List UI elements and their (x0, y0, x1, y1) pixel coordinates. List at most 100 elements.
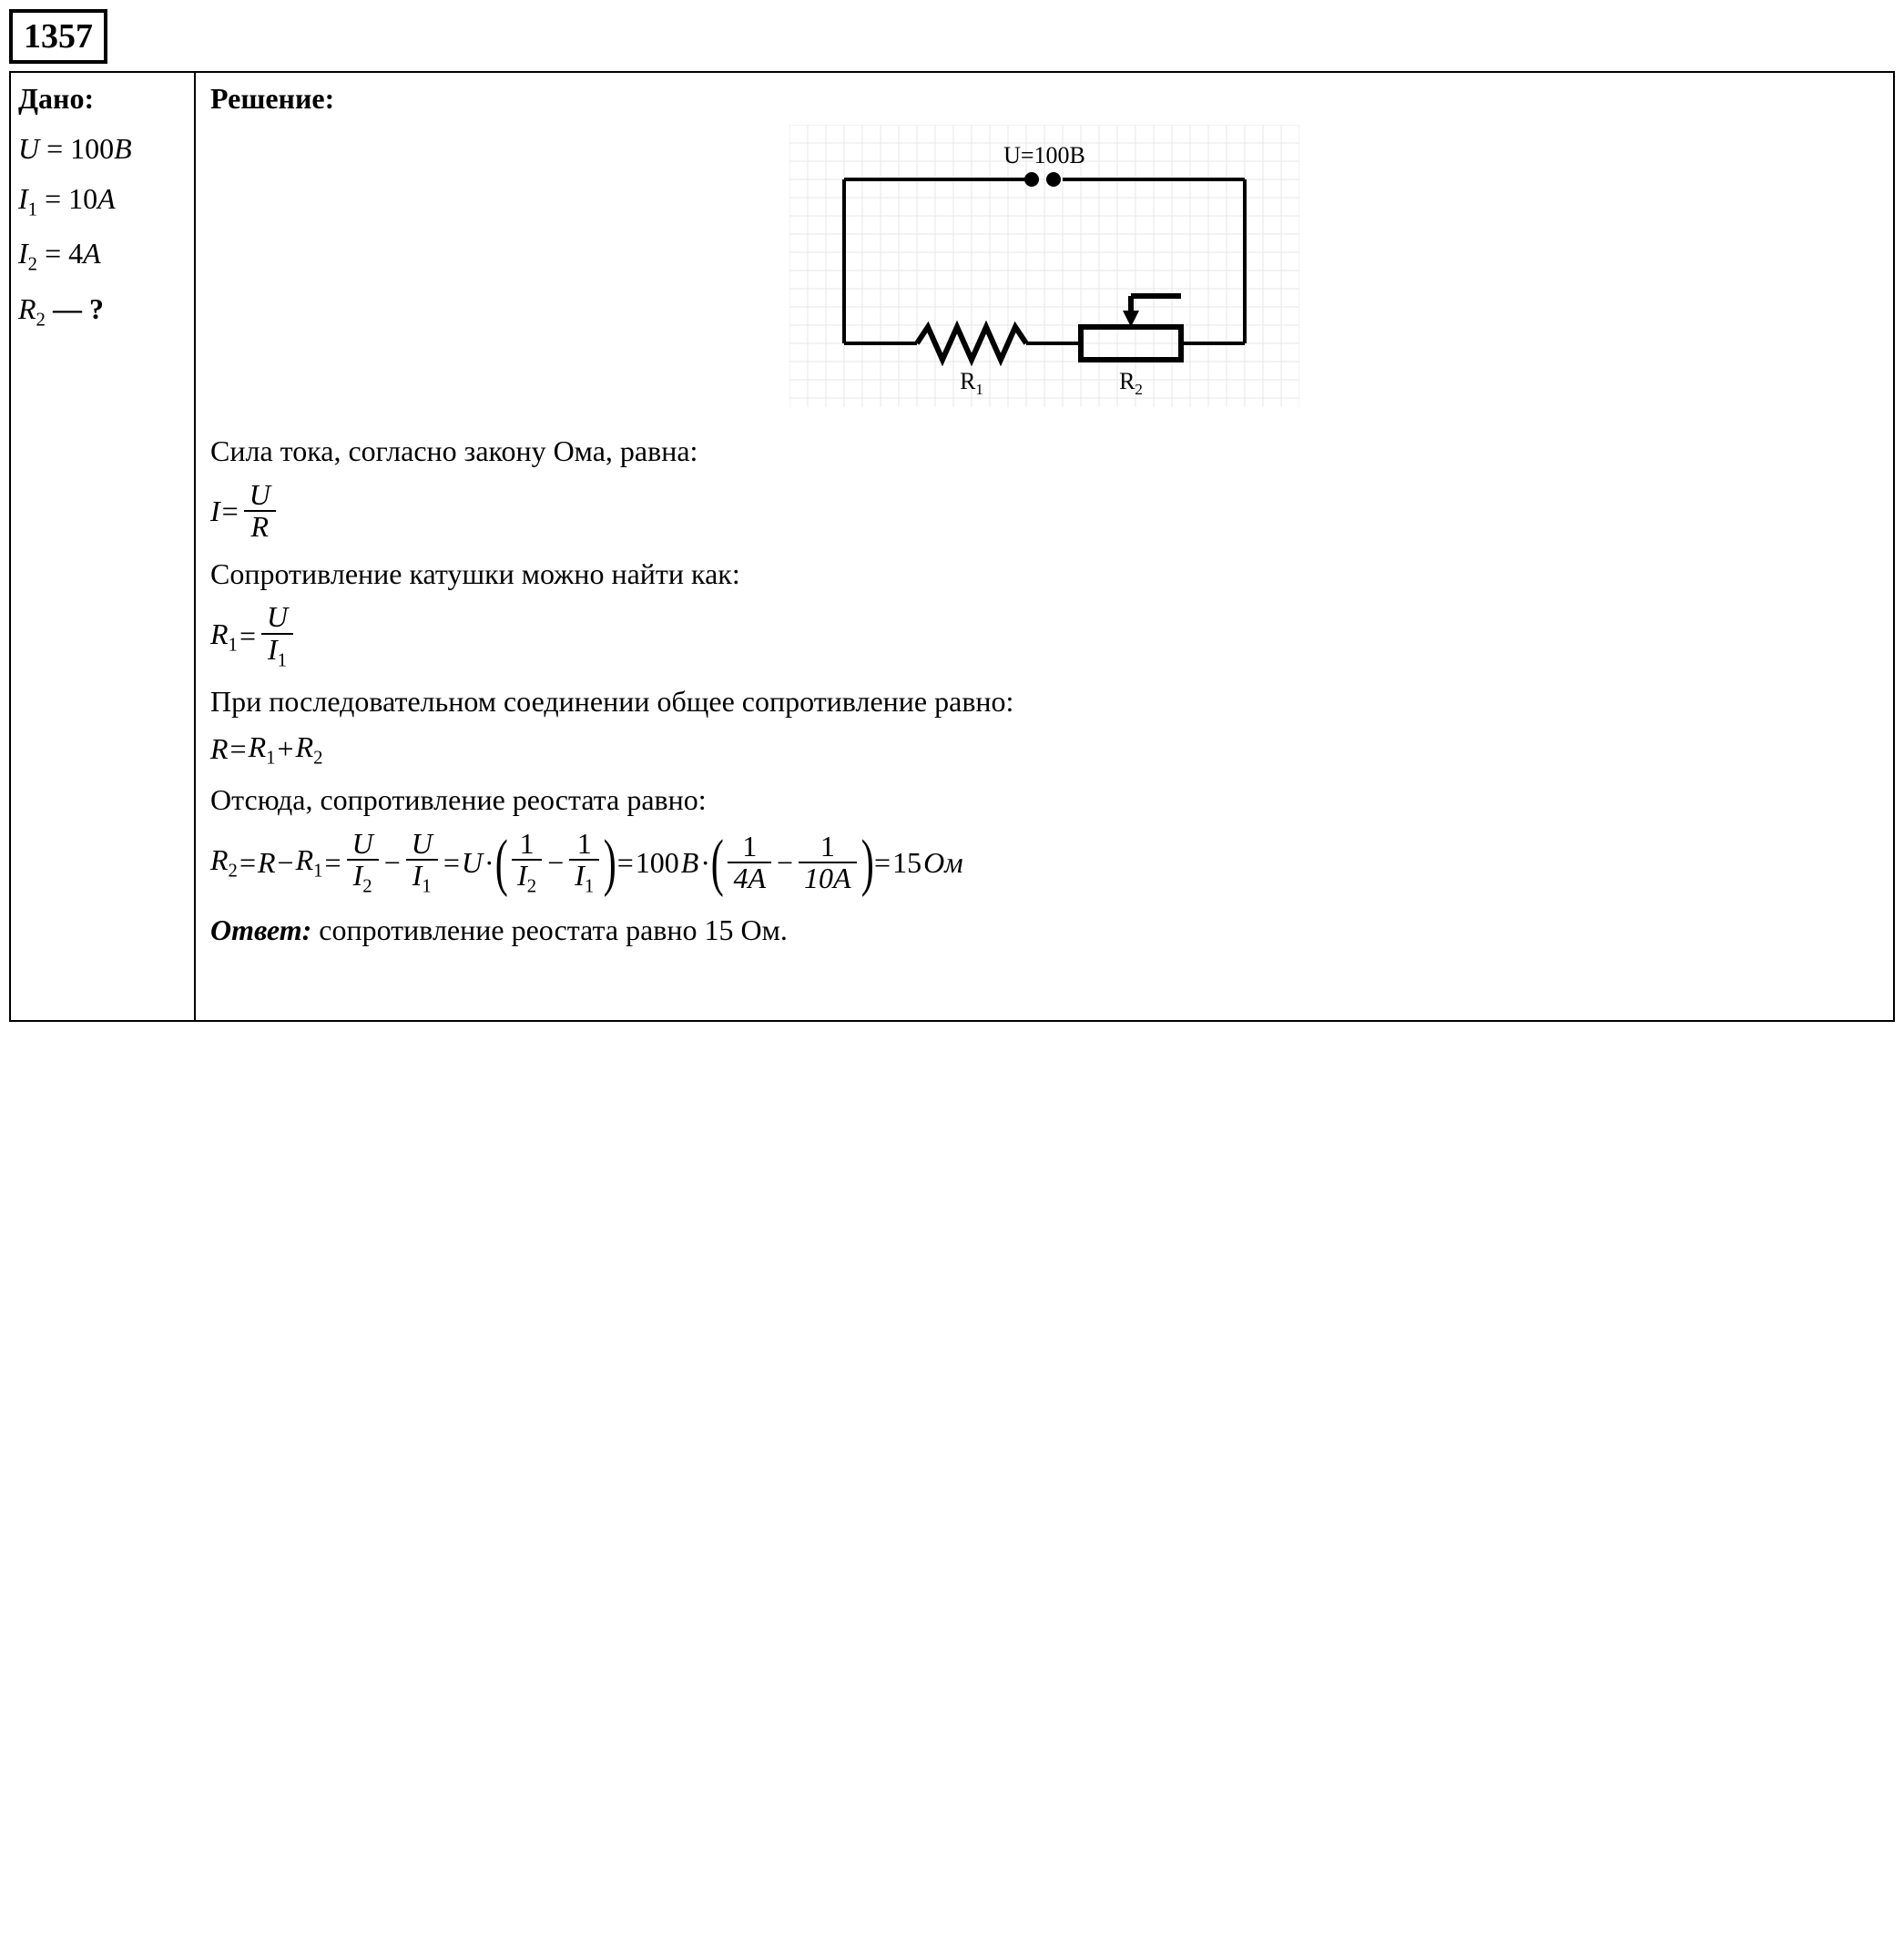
problem-number: 1357 (9, 9, 107, 64)
f4-frac-a: U I2 (347, 829, 379, 897)
f2-R: R1 (210, 617, 238, 656)
f4-I2c: I2 (512, 861, 542, 896)
f4-Ub: U (406, 829, 438, 860)
var-R2: R (18, 292, 36, 325)
answer: Ответ: сопротивление реостата равно 15 О… (210, 913, 1879, 947)
f4-frac-b: U I1 (406, 829, 438, 897)
f1-frac: U R (244, 480, 276, 543)
f4-minus4: − (777, 846, 793, 880)
f4-eq2: = (325, 846, 341, 880)
f2-R-v: R (210, 617, 229, 650)
f3-R: R (210, 732, 229, 766)
f4-I1c-v: I (575, 859, 585, 892)
I1-sub: 1 (28, 199, 37, 219)
content-frame: Дано: U = 100В I1 = 10А I2 = 4А R2 — ? Р… (9, 71, 1895, 1022)
formula-r2: R2 = R − R1 = U I2 − U I1 = U · ( (210, 829, 1879, 897)
f4-R2-sub: 2 (229, 860, 238, 881)
f4-frac-e: 1 4А (728, 832, 771, 894)
f4-R1-sub: 1 (313, 860, 322, 881)
f4-eq1: = (239, 846, 256, 880)
I2-sub: 2 (28, 254, 37, 275)
f4-1a: 1 (514, 829, 540, 860)
given-R2-question: R2 — ? (18, 292, 187, 331)
answer-text: сопротивление реостата равно 15 Ом. (311, 913, 788, 946)
terminal-dot-right (1046, 172, 1061, 187)
circuit-svg: U=100В (789, 125, 1299, 407)
I2-unit: А (83, 237, 101, 270)
f1-I: I (210, 495, 220, 528)
f4-I1c-sub: 1 (585, 876, 594, 897)
f4-I1b-v: I (412, 859, 423, 892)
f4-frac-f: 1 10А (799, 832, 857, 894)
formula-ohm: I = U R (210, 480, 1879, 543)
f4-4A-v: 4А (733, 862, 766, 894)
f2-I-sub: 1 (278, 649, 287, 670)
U-value: = 100 (39, 132, 114, 165)
formula-series: R = R1 + R2 (210, 730, 1879, 769)
lparen-icon: ( (494, 831, 507, 894)
f4-I2a-sub: 2 (362, 876, 372, 897)
I1-unit: А (97, 182, 116, 215)
f4-ohm: Ом (923, 846, 963, 880)
f2-num: U (261, 602, 293, 633)
f3-R1-sub: 1 (266, 747, 275, 768)
lparen2-icon: ( (711, 831, 724, 894)
f4-R: R (258, 846, 276, 880)
f1-den: R (245, 512, 274, 543)
f4-100: 100 (636, 846, 679, 880)
f4-minus3: − (547, 846, 564, 880)
f2-den: I1 (262, 635, 292, 670)
var-U: U (18, 132, 39, 165)
R2-sub: 2 (36, 309, 46, 330)
f4-10A-v: 10А (804, 862, 851, 894)
f4-minus2: − (384, 846, 401, 880)
line4: Отсюда, сопротивление реостата равно: (210, 781, 1879, 820)
f2-eq: = (239, 619, 256, 653)
f4-eq3: = (443, 846, 460, 880)
f4-R2-v: R (210, 843, 229, 876)
f4-I1b-sub: 1 (422, 876, 431, 897)
f4-result: 15 (892, 846, 921, 880)
source-label: U=100В (1003, 142, 1085, 168)
R2-question: — ? (46, 292, 104, 325)
answer-label: Ответ: (210, 913, 311, 946)
f4-1c: 1 (737, 832, 762, 862)
f4-R1: R1 (296, 843, 323, 882)
line1: Сила тока, согласно закону Ома, равна: (210, 433, 1879, 471)
f3-R1-v: R (249, 730, 267, 763)
var-I1: I (18, 182, 28, 215)
f4-Ua: U (347, 829, 379, 860)
rparen-icon: ) (604, 831, 616, 894)
f4-frac-d: 1 I1 (569, 829, 599, 897)
f4-R1-v: R (296, 843, 314, 876)
line3: При последовательном соединении общее со… (210, 683, 1879, 721)
f4-dot2: · (700, 846, 710, 880)
I2-value: = 4 (37, 237, 83, 270)
f4-Uc: U (462, 846, 483, 880)
given-header: Дано: (18, 82, 187, 116)
f2-I: I (268, 633, 278, 666)
U-unit: В (114, 132, 132, 165)
f4-I2a-v: I (353, 859, 363, 892)
f4-minus: − (278, 846, 294, 880)
f3-eq: = (230, 732, 247, 766)
f3-R2-sub: 2 (313, 747, 322, 768)
given-U: U = 100В (18, 132, 187, 166)
f4-R2: R2 (210, 843, 238, 882)
solution-column: Решение: U=100В (196, 73, 1893, 1020)
f4-eq4: = (617, 846, 634, 880)
f3-R2-v: R (296, 730, 314, 763)
f4-10A: 10А (799, 863, 857, 894)
line2: Сопротивление катушки можно найти как: (210, 556, 1879, 594)
f4-I2c-sub: 2 (527, 876, 536, 897)
f4-1d: 1 (815, 832, 840, 862)
var-I2: I (18, 237, 28, 270)
f4-volt: В (681, 846, 699, 880)
f3-R2: R2 (296, 730, 323, 769)
f2-R-sub: 1 (229, 634, 238, 655)
f4-4A: 4А (728, 863, 771, 894)
f2-frac: U I1 (261, 602, 293, 670)
f4-I2a: I2 (348, 861, 378, 896)
terminal-dot-left (1024, 172, 1039, 187)
circuit-diagram: U=100В (789, 125, 1299, 407)
